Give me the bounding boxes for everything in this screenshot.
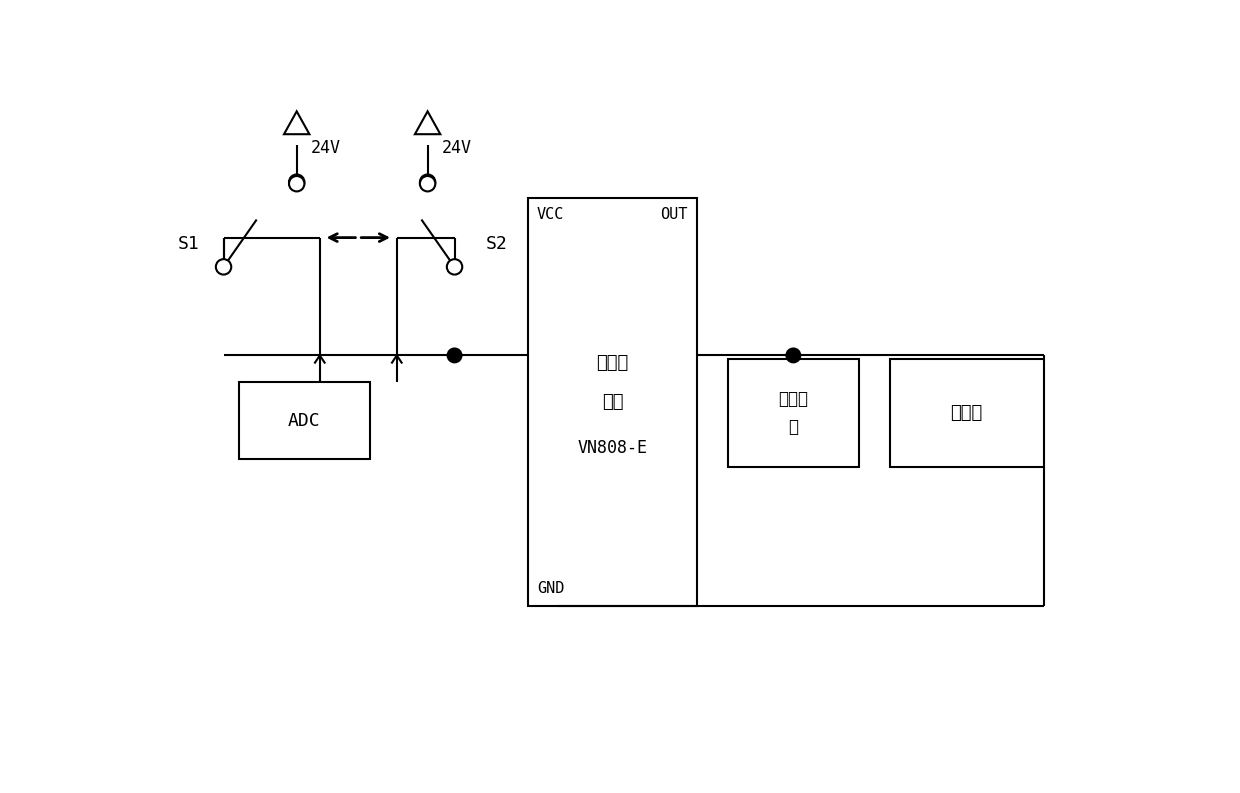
Circle shape — [289, 176, 304, 191]
Text: 输出监: 输出监 — [779, 390, 808, 408]
Text: VN808-E: VN808-E — [578, 439, 647, 457]
Text: 芯片: 芯片 — [601, 393, 624, 411]
Text: OUT: OUT — [661, 207, 688, 222]
Circle shape — [289, 174, 304, 190]
Text: 执行器: 执行器 — [951, 404, 983, 422]
Circle shape — [420, 176, 435, 191]
Circle shape — [448, 348, 461, 362]
Text: 视: 视 — [789, 418, 799, 436]
Bar — [528, 197, 697, 606]
Bar — [728, 359, 859, 467]
Text: VCC: VCC — [537, 207, 564, 222]
Text: 门驱动: 门驱动 — [596, 354, 629, 372]
Circle shape — [216, 259, 231, 274]
Text: 24V: 24V — [310, 139, 341, 156]
Text: S2: S2 — [485, 235, 507, 253]
Bar — [239, 382, 370, 459]
Circle shape — [786, 348, 800, 362]
Text: S1: S1 — [177, 235, 200, 253]
Text: ADC: ADC — [288, 412, 321, 430]
Text: 24V: 24V — [441, 139, 471, 156]
Text: GND: GND — [537, 581, 564, 596]
Circle shape — [446, 259, 463, 274]
Bar — [889, 359, 1044, 467]
Circle shape — [420, 174, 435, 190]
